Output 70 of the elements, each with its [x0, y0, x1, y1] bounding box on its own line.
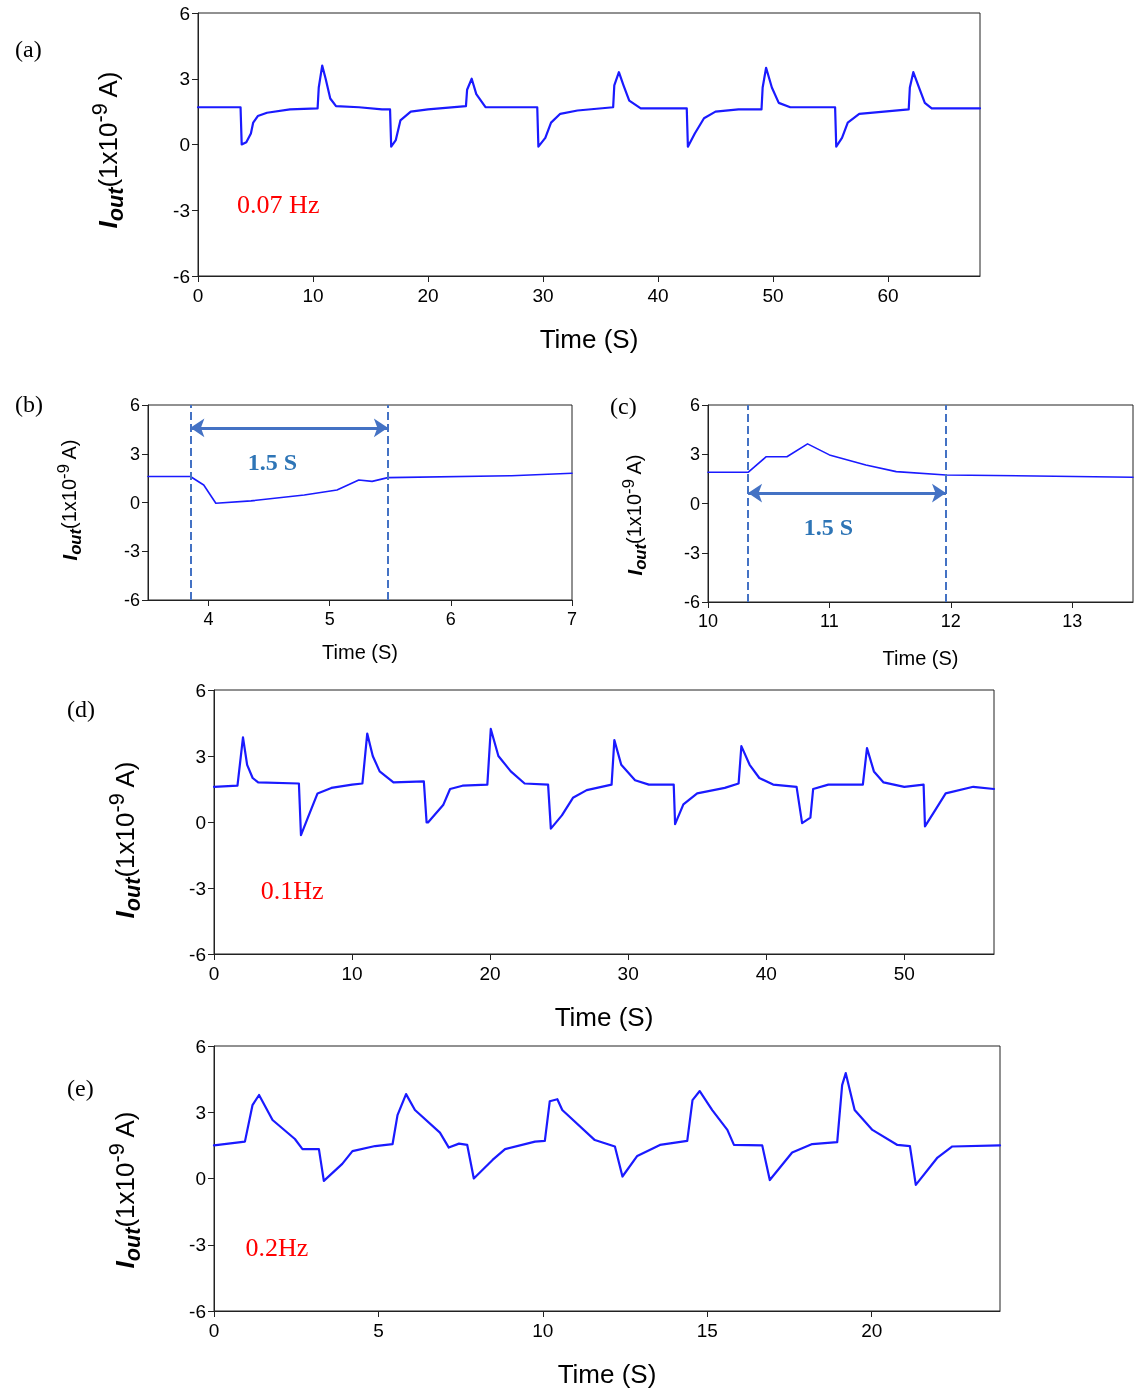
x-tick-label: 20	[861, 1320, 883, 1341]
x-tick-label: 10	[341, 963, 363, 984]
text: (a)	[15, 36, 42, 62]
x-tick-label: 40	[755, 963, 777, 984]
y-tick-label: 3	[179, 68, 190, 90]
y-tick-label: -6	[683, 592, 700, 612]
x-tick-label: 11	[820, 611, 839, 631]
x-axis-title: Time (S)	[322, 641, 398, 663]
y-tick-label: 6	[195, 679, 206, 701]
y-tick-label: 0	[689, 493, 700, 514]
x-tick-label: 10	[697, 611, 719, 631]
y-tick-label: 0	[179, 134, 190, 155]
x-tick-label: 10	[302, 285, 324, 306]
y-tick-label: 6	[129, 395, 140, 415]
x-axis-title: Time (S)	[554, 1002, 654, 1032]
y-tick-label: 3	[129, 443, 140, 464]
y-tick-label: 6	[195, 1035, 206, 1057]
chart-title: (d)	[67, 696, 95, 722]
y-tick-label: 0	[195, 811, 206, 833]
x-tick-label: 30	[617, 963, 639, 984]
x-tick-label: 6	[445, 609, 456, 629]
y-tick-label: 3	[689, 444, 700, 465]
y-tick-label: 3	[195, 745, 206, 767]
y-tick-label: -6	[173, 265, 190, 287]
x-tick-label: 20	[479, 963, 501, 984]
line-series	[212, 727, 996, 837]
annotation: 0.2Hz	[245, 1232, 309, 1262]
x-tick-label: 7	[566, 609, 578, 629]
line-series	[147, 472, 573, 505]
x-tick-label: 30	[532, 285, 554, 306]
y-tick-label: 0	[129, 492, 140, 513]
annotation: 0.1Hz	[260, 876, 324, 906]
y-tick-label: -3	[683, 542, 700, 563]
x-tick-label: 40	[647, 285, 669, 306]
y-tick-label: 0	[195, 1168, 206, 1189]
x-tick-label: 0	[208, 1320, 220, 1341]
x-axis-title: Time (S)	[539, 324, 639, 354]
chart-title: (b)	[15, 391, 43, 417]
x-tick-label: 15	[696, 1320, 718, 1341]
y-tick-label: -6	[123, 590, 140, 610]
y-tick-label: -6	[189, 1300, 206, 1322]
line-series	[196, 64, 982, 148]
y-tick-label: -6	[189, 943, 206, 965]
y-tick-label: -3	[189, 1234, 206, 1256]
x-tick-label: 50	[893, 963, 915, 984]
x-tick-label: 5	[324, 609, 335, 629]
y-tick-label: -3	[189, 877, 206, 899]
x-tick-label: 60	[877, 285, 899, 306]
annotation: 0.07 Hz	[237, 190, 320, 220]
y-tick-label: 6	[689, 395, 700, 415]
x-tick-label: 10	[532, 1320, 554, 1341]
text: (e)	[67, 1075, 94, 1101]
x-tick-label: 13	[1062, 611, 1083, 631]
x-tick-label: 4	[203, 609, 214, 629]
annotation: 1.5 S	[803, 514, 853, 541]
y-tick-label: 6	[179, 2, 190, 24]
chart-title: (c)	[610, 393, 637, 419]
x-tick-label: 20	[417, 285, 439, 306]
y-tick-label: 3	[195, 1101, 206, 1123]
x-tick-label: 5	[373, 1320, 384, 1341]
annotation: 1.5 S	[247, 448, 297, 475]
x-tick-label: 12	[940, 611, 961, 631]
x-axis-title: Time (S)	[882, 647, 959, 669]
y-tick-label: -3	[173, 199, 190, 221]
x-tick-label: 0	[208, 963, 220, 984]
x-axis-title: Time (S)	[557, 1359, 657, 1389]
line-series	[212, 1072, 1002, 1186]
x-tick-label: 50	[762, 285, 784, 306]
y-tick-label: -3	[123, 541, 140, 562]
line-series	[707, 443, 1134, 479]
